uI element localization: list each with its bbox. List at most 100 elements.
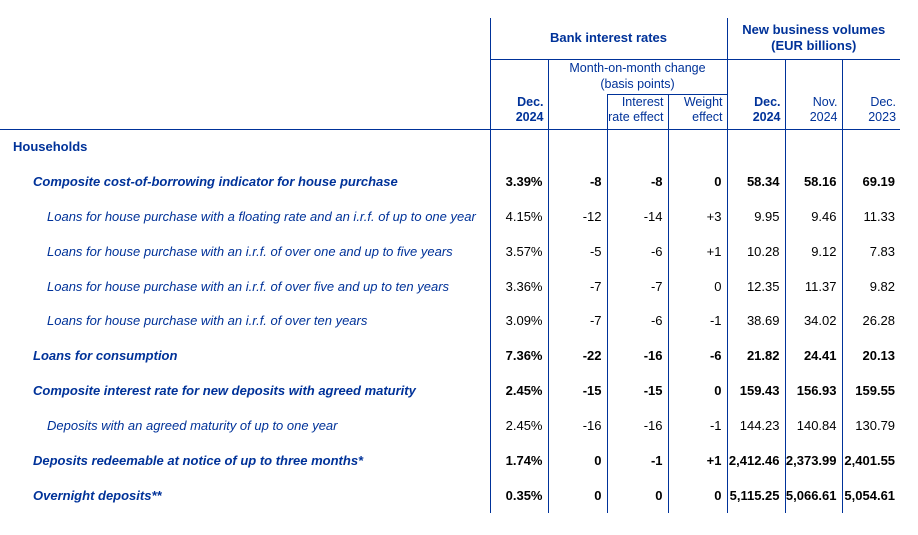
col-header-weight-effect: Weight effect (667, 93, 728, 130)
col-header-interest-rate-effect-line1: Interest (621, 94, 664, 109)
header-row-groups: Bank interest rates New business volumes… (0, 18, 901, 130)
cell-interest-rate-effect: -6 (606, 233, 668, 269)
cell-vol-dec-2024: 144.23 (726, 408, 785, 444)
cell-rate-dec-2024: 1.74% (489, 443, 548, 478)
cell-weight-effect: -6 (667, 338, 727, 374)
cell-weight-effect: 0 (667, 477, 727, 513)
cell-vol-nov-2024: 9.12 (784, 233, 842, 269)
cell-vol-nov-2024: 5,066.61 (784, 477, 842, 513)
col-header-vol-dec-2024: Dec. 2024 (726, 59, 786, 130)
cell-vol-dec-2023: 7.83 (841, 233, 901, 269)
cell-vol-dec-2024: 58.34 (726, 163, 785, 199)
cell-vol-dec-2023: 2,401.55 (841, 443, 901, 478)
cell-rate-dec-2024: 3.57% (489, 233, 548, 269)
col-header-vol-nov-2024: Nov. 2024 (785, 59, 843, 130)
cell-rate-dec-2024: 3.36% (489, 268, 548, 304)
cell-vol-nov-2024: 156.93 (784, 373, 842, 409)
col-header-vol-dec-2024-line2: 2024 (752, 109, 781, 124)
cell-vol-nov-2024: 9.46 (784, 198, 842, 234)
col-header-vol-dec-2023-line1: Dec. (870, 94, 897, 109)
label-column-header (0, 18, 491, 130)
header-row-effects: Interest rate effect Weight effect (0, 93, 900, 130)
cell-vol-dec-2023: 5,054.61 (841, 477, 901, 513)
cell-rate-dec-2024: 0.35% (489, 477, 548, 513)
col-header-rate-dec-2024-line1: Dec. (517, 94, 544, 109)
table-row: Households (0, 129, 901, 164)
row-label: Overnight deposits** (33, 487, 162, 503)
cell-vol-dec-2024: 5,115.25 (726, 477, 785, 513)
cell-rate-dec-2024: 4.15% (489, 198, 548, 234)
header-volumes-line2: (EUR billions) (771, 38, 857, 54)
cell-vol-nov-2024: 58.16 (784, 163, 842, 199)
row-label: Loans for consumption (33, 348, 178, 364)
cell-vol-dec-2023: 69.19 (841, 163, 901, 199)
table-header: Bank interest rates New business volumes… (0, 18, 901, 130)
cell-interest-rate-effect: 0 (606, 477, 668, 513)
cell-mom-change: -16 (547, 408, 607, 444)
cell-mom-change: -15 (547, 373, 607, 409)
cell-rate-dec-2024: 3.39% (489, 163, 548, 199)
cell-weight-effect: -1 (667, 408, 727, 444)
cell-rate-dec-2024: 2.45% (489, 373, 548, 409)
cell-weight-effect: +1 (667, 443, 727, 478)
page: Bank interest rates New business volumes… (0, 18, 918, 535)
cell-vol-dec-2023: 130.79 (841, 408, 901, 444)
cell-mom-change: 0 (547, 477, 607, 513)
cell-mom-change: 0 (547, 443, 607, 478)
col-header-vol-dec-2024-line1: Dec. (754, 94, 781, 109)
cell-rate-dec-2024: 2.45% (489, 408, 548, 444)
cell-weight-effect: 0 (667, 268, 727, 304)
cell-interest-rate-effect: -16 (606, 338, 668, 374)
row-label: Loans for house purchase with an i.r.f. … (47, 278, 450, 294)
cell-vol-dec-2024: 38.69 (726, 303, 785, 339)
cell-vol-dec-2024: 21.82 (726, 338, 785, 374)
row-label: Loans for house purchase with an i.r.f. … (47, 243, 453, 259)
table-row: Composite interest rate for new deposits… (0, 373, 901, 409)
cell-interest-rate-effect: -14 (606, 198, 668, 234)
cell-interest-rate-effect: -1 (606, 443, 668, 478)
cell-mom-change: -5 (547, 233, 607, 269)
cell-rate-dec-2024 (489, 129, 548, 164)
col-header-weight-effect-line2: effect (692, 109, 723, 124)
col-header-vol-dec-2023-line2: 2023 (868, 109, 897, 124)
cell-vol-dec-2023: 159.55 (841, 373, 901, 409)
cell-vol-dec-2023 (841, 129, 901, 164)
interest-rates-table: Bank interest rates New business volumes… (0, 18, 901, 513)
col-header-vol-nov-2024-line2: 2024 (809, 109, 838, 124)
cell-vol-nov-2024: 34.02 (784, 303, 842, 339)
header-row-subgroups: Dec. 2024 Month-on-month change (basis p… (0, 59, 901, 130)
row-label: Loans for house purchase with a floating… (47, 208, 476, 224)
cell-interest-rate-effect: -16 (606, 408, 668, 444)
cell-interest-rate-effect: -6 (606, 303, 668, 339)
col-header-weight-effect-line1: Weight (683, 94, 723, 109)
table-row: Composite cost-of-borrowing indicator fo… (0, 163, 901, 199)
cell-weight-effect: 0 (667, 163, 727, 199)
header-group-bank-interest-rates: Bank interest rates (489, 18, 728, 60)
header-mom-line1: Month-on-month change (569, 60, 706, 75)
cell-vol-dec-2023: 11.33 (841, 198, 901, 234)
col-header-interest-rate-effect-line2: rate effect (608, 109, 664, 124)
cell-weight-effect: +1 (667, 233, 727, 269)
table-row: Loans for house purchase with a floating… (0, 198, 901, 234)
cell-weight-effect: 0 (667, 373, 727, 409)
cell-interest-rate-effect: -7 (606, 268, 668, 304)
cell-vol-dec-2024: 12.35 (726, 268, 785, 304)
cell-rate-dec-2024: 3.09% (489, 303, 548, 339)
cell-rate-dec-2024: 7.36% (489, 338, 548, 374)
col-header-vol-nov-2024-line1: Nov. (812, 94, 838, 109)
cell-mom-change: -7 (547, 268, 607, 304)
header-subgroup-mom-change: Month-on-month change (basis points) (548, 59, 728, 94)
table-row: Deposits with an agreed maturity of up t… (0, 408, 901, 444)
table-body: Households Composite cost-of-borrowing in… (0, 129, 901, 513)
col-header-rate-dec-2024: Dec. 2024 (489, 59, 549, 130)
row-label: Composite interest rate for new deposits… (33, 383, 416, 399)
table-row: Loans for house purchase with an i.r.f. … (0, 303, 901, 339)
cell-vol-dec-2024: 9.95 (726, 198, 785, 234)
cell-mom-change: -22 (547, 338, 607, 374)
row-label: Deposits redeemable at notice of up to t… (33, 452, 364, 468)
col-header-interest-rate-effect: Interest rate effect (606, 93, 668, 130)
cell-vol-dec-2024: 159.43 (726, 373, 785, 409)
cell-mom-change: -8 (547, 163, 607, 199)
header-mom-line2: (basis points) (600, 76, 675, 91)
col-header-rate-dec-2024-line2: 2024 (515, 109, 544, 124)
